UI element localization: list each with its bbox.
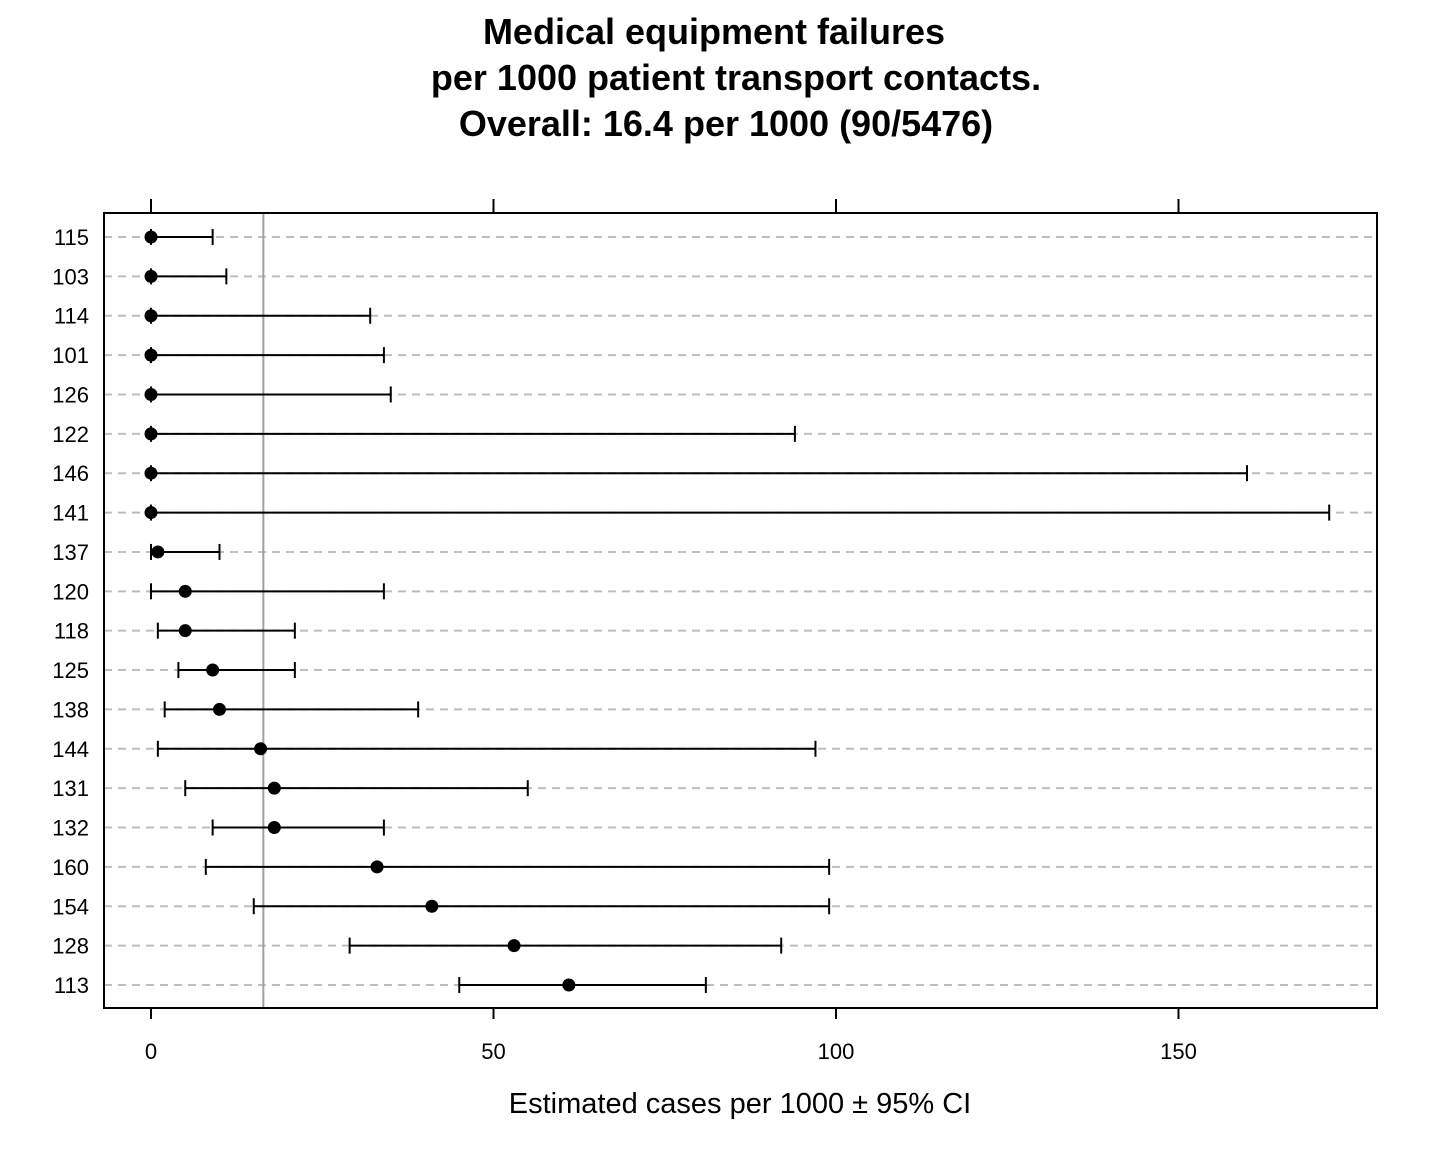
- grid-lines: [104, 236, 1377, 986]
- category-label-138: 138: [52, 697, 89, 722]
- estimate-point-125: [206, 663, 220, 677]
- category-label-103: 103: [52, 264, 89, 289]
- category-label-122: 122: [52, 422, 89, 447]
- estimate-point-103: [144, 269, 158, 283]
- estimate-point-144: [254, 742, 268, 756]
- confidence-intervals: [150, 229, 1331, 993]
- estimate-point-131: [267, 781, 281, 795]
- estimate-point-113: [562, 978, 576, 992]
- estimate-point-101: [144, 348, 158, 362]
- category-labels: 115 103 114 101 126 122 146 141 137 120 118 125 138 1…: [52, 225, 89, 998]
- category-label-118: 118: [54, 619, 89, 644]
- estimate-point-120: [178, 584, 192, 598]
- estimate-point-137: [151, 545, 165, 559]
- estimate-point-128: [507, 939, 521, 953]
- estimate-point-122: [144, 427, 158, 441]
- category-label-114: 114: [54, 304, 89, 329]
- chart-title-line-1: Medical equipment failures: [483, 11, 945, 52]
- estimate-point-126: [144, 387, 158, 401]
- chart-title-line-2: per 1000 patient transport contacts.: [431, 57, 1041, 98]
- x-tick-label: 100: [818, 1039, 855, 1064]
- estimate-point-114: [144, 309, 158, 323]
- x-axis-title: Estimated cases per 1000 ± 95% CI: [509, 1088, 971, 1120]
- estimate-point-138: [213, 702, 226, 716]
- category-label-146: 146: [52, 461, 89, 486]
- category-label-160: 160: [52, 855, 89, 880]
- category-label-137: 137: [52, 540, 89, 565]
- category-label-101: 101: [52, 343, 89, 368]
- category-label-125: 125: [52, 658, 89, 683]
- category-label-128: 128: [52, 934, 89, 959]
- axes: 0 50 100 150: [145, 199, 1197, 1064]
- estimate-point-146: [144, 466, 158, 480]
- category-label-154: 154: [52, 894, 89, 919]
- category-label-141: 141: [52, 501, 89, 526]
- category-label-144: 144: [52, 737, 89, 762]
- x-tick-label: 0: [145, 1039, 157, 1064]
- x-tick-label: 50: [481, 1039, 505, 1064]
- estimate-point-118: [178, 624, 192, 638]
- plot-frame: [103, 212, 1378, 1009]
- category-label-115: 115: [54, 225, 89, 250]
- category-label-126: 126: [52, 382, 89, 407]
- chart-title-line-3: Overall: 16.4 per 1000 (90/5476): [459, 103, 993, 144]
- estimate-point-154: [425, 899, 439, 913]
- estimate-points: [144, 230, 576, 992]
- estimate-point-132: [267, 821, 281, 835]
- x-tick-label: 150: [1160, 1039, 1197, 1064]
- category-label-113: 113: [54, 973, 89, 998]
- category-label-132: 132: [52, 816, 89, 841]
- estimate-point-115: [144, 230, 158, 244]
- estimate-point-141: [144, 506, 158, 520]
- category-label-131: 131: [52, 776, 89, 801]
- estimate-point-160: [370, 860, 384, 874]
- category-label-120: 120: [52, 579, 89, 604]
- chart-title: Medical equipment failures per 1000 pati…: [431, 11, 1041, 144]
